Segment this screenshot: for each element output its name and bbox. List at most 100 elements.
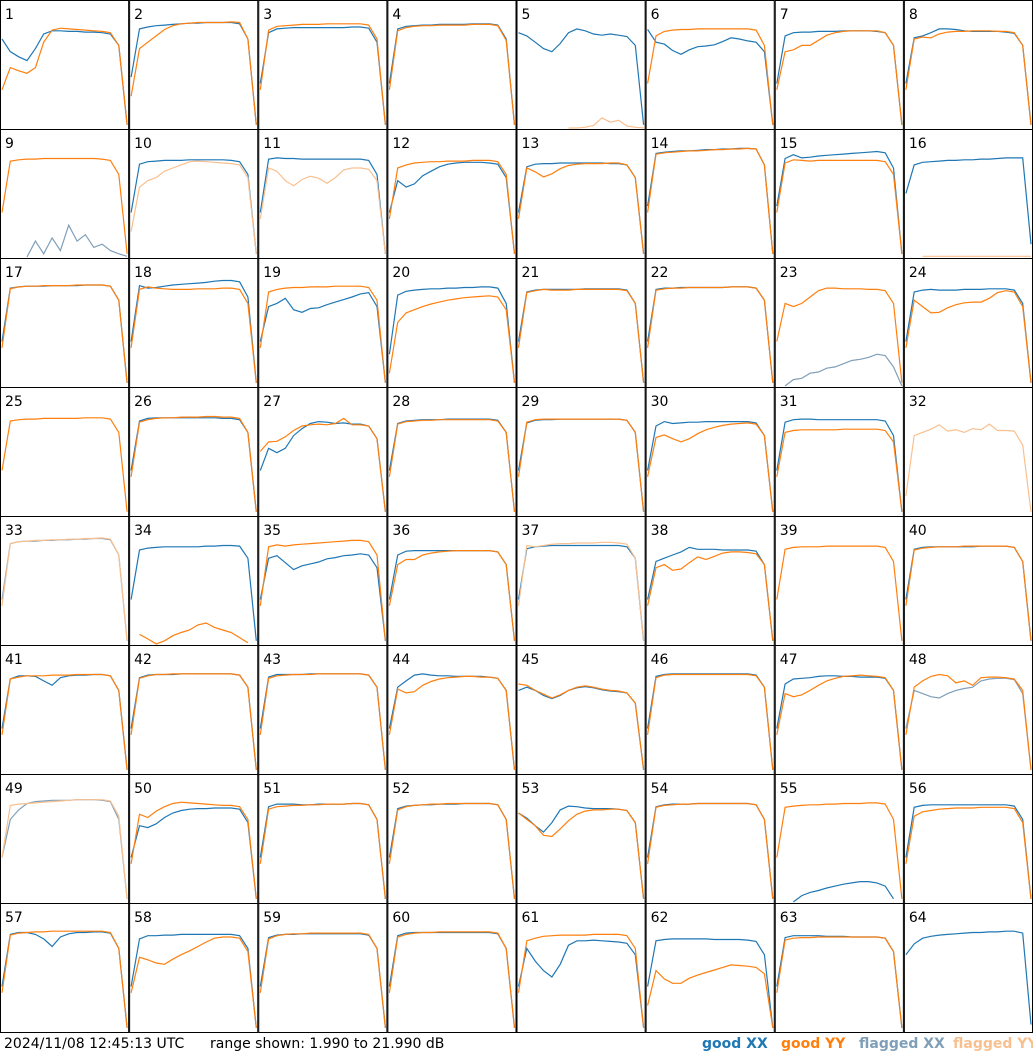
spectrum-line <box>259 285 386 383</box>
panel-frame <box>645 0 775 130</box>
spectrum-line <box>517 939 645 1028</box>
spectrum-line <box>647 673 774 770</box>
spectrum-line <box>1 931 128 1028</box>
spectrum-line <box>388 673 516 770</box>
spectrum-line <box>776 802 903 899</box>
panel-frame <box>258 903 388 1033</box>
spectrum-line <box>259 553 386 641</box>
spectrum-line <box>388 418 516 512</box>
panel-frame <box>645 903 775 1033</box>
spectrum-line <box>259 157 386 254</box>
spectrum-line <box>905 545 1032 641</box>
panel-title: 25 <box>5 394 23 410</box>
panel-title: 7 <box>780 7 789 23</box>
spectrum-line <box>776 428 903 512</box>
panel-title: 26 <box>134 394 152 410</box>
spectrum-line <box>905 423 1032 512</box>
spectrum-line <box>388 550 516 641</box>
spectrum-line <box>130 801 257 899</box>
panel-title: 60 <box>392 910 410 926</box>
spectrum-line <box>130 544 257 641</box>
panel-title: 23 <box>780 265 798 281</box>
panel-title: 10 <box>134 136 152 152</box>
panel-title: 8 <box>909 7 918 23</box>
spectrum-line <box>647 802 774 899</box>
spectrum-line <box>130 159 257 254</box>
panel-frame <box>774 0 904 130</box>
panel-title: 59 <box>263 910 281 926</box>
spectrum-line <box>130 21 257 125</box>
legend-entry: good YY <box>781 1036 846 1052</box>
spectrum-line <box>1 673 128 770</box>
spectrum-line <box>647 286 774 383</box>
spectrum-line <box>647 546 774 641</box>
spectrum-line <box>517 544 645 641</box>
spectrum-line <box>776 935 903 1028</box>
spectrum-line <box>259 539 386 641</box>
spectrum-line <box>517 162 645 254</box>
spectrum-line <box>388 419 516 512</box>
spectrum-line <box>647 673 774 770</box>
spectrum-line <box>784 353 903 387</box>
spectrum-line <box>388 295 516 383</box>
panel-title: 14 <box>651 136 669 152</box>
spectrum-line <box>776 936 903 1028</box>
spectrum-line <box>905 930 1032 1025</box>
panel-frame <box>258 0 388 130</box>
spectrum-line <box>388 802 516 899</box>
spectrum-line <box>130 279 257 383</box>
panel-title: 2 <box>134 7 143 23</box>
panel-title: 58 <box>134 910 152 926</box>
spectrum-line <box>388 159 516 254</box>
spectrum-line <box>1 417 128 512</box>
panel-title: 28 <box>392 394 410 410</box>
spectrum-line <box>905 545 1032 641</box>
panel-title: 39 <box>780 523 798 539</box>
spectrum-line <box>1 284 128 383</box>
spectrum-line <box>776 30 903 125</box>
panel-title: 41 <box>5 652 23 668</box>
panel-title: 51 <box>263 781 281 797</box>
spectrum-line <box>1 799 128 899</box>
spectrum-line <box>388 931 516 1028</box>
panel-title: 32 <box>909 394 927 410</box>
spectrum-line <box>259 167 386 254</box>
spectrum-line <box>1 27 128 125</box>
spectrum-line <box>776 287 903 383</box>
spectrum-line <box>647 802 774 899</box>
spectrum-line <box>259 673 386 770</box>
spectrum-line <box>130 21 257 125</box>
spectrum-line <box>130 673 257 770</box>
panel-title: 12 <box>392 136 410 152</box>
panel-title: 19 <box>263 265 281 281</box>
spectrum-line <box>517 418 645 512</box>
spectrum-line <box>388 550 516 641</box>
spectrum-line <box>517 418 645 512</box>
spectrum-line <box>905 288 1032 383</box>
spectrum-line <box>647 551 774 641</box>
spectrum-line <box>518 808 645 899</box>
spectrum-line <box>130 286 257 383</box>
spectrum-line <box>259 673 386 770</box>
panel-title: 44 <box>392 652 410 668</box>
panel-title: 49 <box>5 781 23 797</box>
spectrum-line <box>259 420 386 512</box>
panel-title: 56 <box>909 781 927 797</box>
spectrum-line <box>388 23 516 125</box>
spectrum-line <box>518 685 645 770</box>
panel-title: 48 <box>909 652 927 668</box>
panel-title: 38 <box>651 523 669 539</box>
panel-frame <box>0 903 130 1033</box>
panel-title: 21 <box>522 265 540 281</box>
spectrum-line <box>905 157 1032 245</box>
spectrum-line <box>568 117 644 129</box>
spectrum-line <box>905 30 1032 125</box>
spectrum-line <box>130 933 257 1028</box>
panel-title: 40 <box>909 523 927 539</box>
spectrum-line <box>776 674 903 770</box>
spectrum-line <box>259 417 386 512</box>
panel-frame <box>387 903 517 1033</box>
spectrum-line <box>517 288 645 383</box>
spectrum-line <box>1 930 128 1028</box>
